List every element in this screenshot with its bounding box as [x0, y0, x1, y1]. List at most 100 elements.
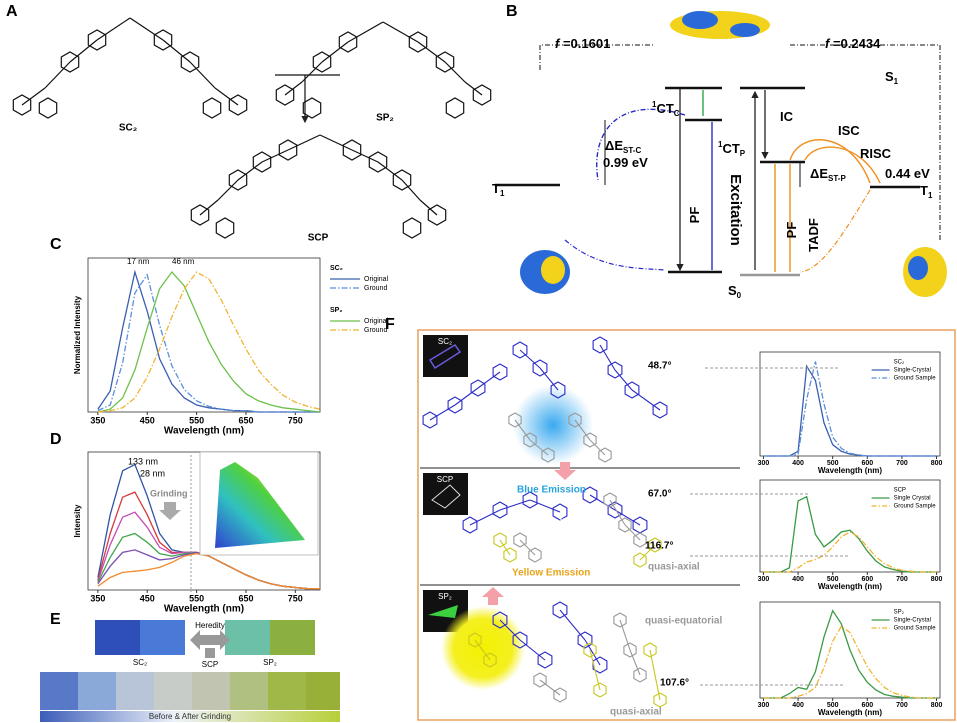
series-line — [763, 495, 937, 573]
bond — [649, 649, 661, 701]
ring — [508, 412, 522, 428]
y-axis-label: Normalized Intensity — [73, 295, 82, 374]
molecule-label: SC₂ — [119, 123, 137, 134]
label-text: ΔE — [810, 166, 828, 181]
ring — [312, 51, 332, 73]
ring — [552, 601, 568, 619]
ring — [603, 492, 617, 508]
bond — [454, 387, 479, 406]
x-tick-label: 300 — [758, 460, 770, 467]
legend-label: Single-Crystal — [894, 368, 931, 374]
ring — [153, 29, 173, 51]
energy-label: T1 — [492, 181, 505, 198]
bond — [529, 499, 561, 513]
ring — [12, 94, 32, 116]
ring — [552, 503, 568, 521]
plot-frame — [759, 479, 941, 573]
bond — [519, 349, 541, 369]
angle: 107.6° — [660, 678, 689, 689]
energy-label: 1CTP — [718, 140, 746, 158]
x-axis-label: Wavelength (nm) — [818, 466, 882, 475]
x-tick-label: 500 — [827, 576, 839, 583]
ring — [624, 381, 640, 399]
ring — [598, 447, 612, 463]
bond — [539, 679, 561, 696]
legend-label: Ground Sample — [894, 504, 937, 510]
panel-e — [40, 620, 340, 722]
label: Yellow Emission — [512, 568, 590, 579]
ring — [492, 363, 508, 381]
label-text: S — [885, 69, 894, 84]
ring — [228, 94, 248, 116]
ring — [427, 204, 447, 226]
ring — [537, 651, 553, 669]
subscript: 1 — [894, 77, 899, 86]
bond — [599, 344, 616, 371]
ring — [633, 532, 647, 548]
molecule-label: SP₂ — [376, 113, 394, 124]
bond — [287, 134, 321, 151]
series-line — [97, 273, 320, 413]
subscript: 0 — [737, 291, 742, 300]
ring — [492, 611, 508, 629]
bond — [614, 369, 633, 391]
ring — [190, 204, 210, 226]
ring — [468, 632, 482, 648]
annotation: Grinding — [150, 488, 188, 498]
energy-label: S1 — [885, 69, 899, 86]
subscript: 1 — [500, 189, 505, 198]
x-tick-label: 350 — [90, 593, 105, 603]
ring — [583, 642, 597, 658]
plot-frame — [759, 601, 941, 699]
y-axis-label: Intensity — [73, 504, 82, 537]
label-text: 0.99 eV — [603, 155, 648, 170]
x-tick-label: 700 — [896, 702, 908, 709]
ring — [633, 552, 647, 568]
ring — [532, 359, 548, 377]
energy-label: T1 — [920, 183, 933, 200]
subscript: C — [674, 109, 680, 118]
bond — [129, 17, 164, 41]
angle: 48.7° — [648, 361, 671, 372]
annotation: 133 nm — [128, 456, 158, 466]
bond — [609, 499, 626, 526]
x-tick-label: 800 — [931, 702, 943, 709]
legend-title: SC₂ — [330, 265, 343, 272]
legend-label: Ground — [364, 327, 387, 334]
ring — [435, 51, 455, 73]
bond — [514, 419, 531, 441]
x-axis-label: Wavelength (nm) — [164, 604, 244, 615]
panel-letter: B — [506, 3, 518, 20]
label: SP₂ — [263, 658, 277, 667]
panel-letter: F — [385, 316, 395, 333]
ring — [368, 151, 388, 173]
label-text: 0.44 eV — [885, 166, 930, 181]
subscript: P — [740, 149, 746, 158]
x-tick-label: 600 — [861, 576, 873, 583]
bond — [319, 134, 353, 151]
ring — [643, 642, 657, 658]
x-tick-label: 300 — [758, 576, 770, 583]
ring — [633, 667, 647, 683]
x-tick-label: 750 — [288, 415, 303, 425]
bond — [589, 494, 616, 511]
ring — [408, 31, 428, 53]
bond — [377, 161, 403, 181]
caption: Before & After Grinding — [149, 712, 231, 721]
label-text: TADF — [806, 218, 821, 252]
label-text: f — [825, 36, 831, 51]
label-text: IC — [780, 109, 794, 124]
ring — [653, 692, 667, 708]
ring — [445, 97, 465, 119]
ring — [302, 97, 322, 119]
bond — [639, 544, 656, 561]
ring — [623, 642, 637, 658]
x-tick-label: 600 — [861, 460, 873, 467]
x-tick-label: 400 — [792, 460, 804, 467]
label-text: T — [920, 183, 928, 198]
ring — [402, 217, 422, 239]
ring — [492, 501, 508, 519]
energy-label: 0.44 eV — [885, 166, 930, 181]
